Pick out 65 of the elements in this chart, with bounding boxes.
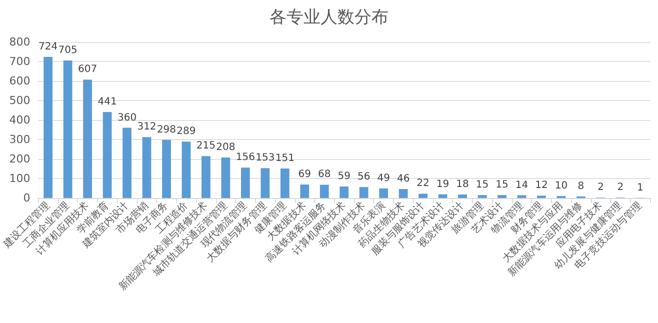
data-label: 15 [496,180,508,191]
data-label: 69 [298,169,312,180]
bar [398,189,408,198]
data-label: 153 [256,152,275,164]
chart-title: 各专业人数分布 [270,8,388,28]
data-label: 22 [416,178,430,190]
data-label: 56 [357,172,370,183]
data-label: 215 [196,140,216,152]
bar [300,184,310,198]
bar [320,184,329,198]
data-label: 1 [636,182,644,194]
bar [418,194,428,198]
y-tick-label: 300 [9,133,30,146]
y-tick-label: 400 [9,114,30,126]
data-label: 8 [578,180,584,192]
bar [162,140,171,198]
data-label: 15 [476,180,489,191]
bar [478,195,487,198]
y-tick-label: 500 [9,94,30,107]
y-tick-label: 600 [9,74,30,88]
bar [280,168,290,198]
y-tick-label: 0 [23,192,30,204]
data-label: 68 [318,169,331,180]
bar [458,194,467,198]
data-label: 705 [58,45,78,56]
bar [122,128,132,198]
y-tick-label: 800 [9,36,30,48]
bar [379,188,388,198]
y-tick-label: 100 [9,172,30,185]
bar [63,60,72,198]
data-label: 289 [176,126,196,138]
data-label: 312 [137,122,156,133]
bar [83,80,92,198]
data-label: 12 [535,180,548,192]
data-label: 151 [275,153,294,164]
bar [438,194,448,198]
data-label: 156 [236,152,255,164]
data-label: 607 [78,64,98,76]
data-label: 360 [117,112,137,124]
y-tick-label: 700 [9,55,30,68]
bar [44,56,53,198]
data-label: 2 [617,182,624,194]
y-tick-label: 200 [9,152,30,166]
data-label: 46 [396,174,410,185]
bar [340,186,349,198]
data-label: 208 [216,142,236,153]
data-label: 10 [554,180,568,192]
bar [202,156,210,198]
bar [240,168,250,198]
bar [260,168,270,198]
bar [102,112,112,198]
data-label: 19 [436,178,450,190]
data-label: 441 [98,96,117,108]
data-label: 2 [597,182,604,194]
data-label: 49 [377,172,390,184]
bar [182,142,191,198]
bar [359,187,368,198]
bar [498,195,506,198]
data-label: 14 [515,180,528,191]
data-label: 18 [456,178,469,190]
bar [142,137,152,198]
bar [221,157,230,198]
data-label: 724 [38,41,58,52]
data-label: 298 [156,124,176,136]
data-label: 59 [338,170,350,182]
